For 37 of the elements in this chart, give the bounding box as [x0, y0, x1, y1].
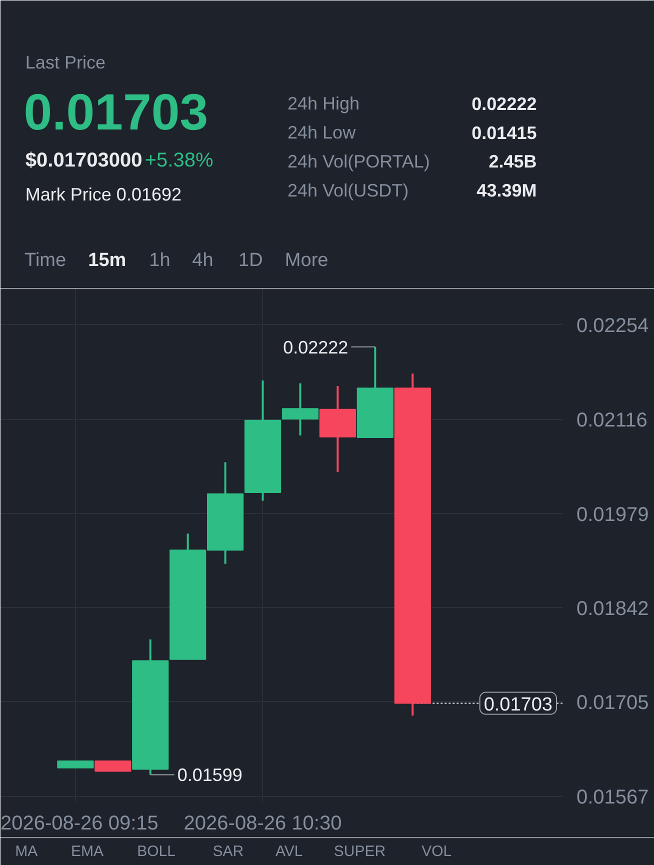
text: 1h [149, 250, 170, 271]
text: EMA [70, 843, 104, 860]
text: 24h Low [288, 122, 357, 142]
text: +5.38% [144, 150, 214, 172]
y-tick-label: 0.02116 [576, 410, 648, 432]
text: 43.39M [476, 180, 537, 200]
text: BOLL [137, 843, 176, 860]
annotation: 0.01599 [177, 765, 242, 786]
y-tick-label: 0.01567 [576, 786, 649, 809]
y-tick-label: 0.01979 [576, 504, 649, 526]
text: MA [15, 843, 38, 860]
y-tick-label: 0.02254 [576, 314, 649, 337]
text: 24h Vol(PORTAL) [288, 152, 430, 172]
text: 15m [88, 250, 126, 271]
text: 0.02222 [472, 94, 537, 114]
text: SAR [212, 843, 244, 860]
x-tick-label: 2026-08-26 09:15 [0, 812, 158, 834]
y-tick-label: 0.01842 [576, 598, 649, 620]
text: Last Price [25, 52, 106, 72]
text: 24h Vol(USDT) [288, 180, 409, 200]
text: 0.01415 [472, 123, 537, 143]
y-tick-label: 0.01705 [576, 692, 649, 714]
text: Time [24, 250, 66, 271]
text: Mark Price 0.01692 [25, 184, 182, 204]
x-tick-label: 2026-08-26 10:30 [184, 812, 342, 834]
text: 24h High [288, 94, 360, 114]
ref-line-label: 0.01703 [484, 694, 553, 716]
text: VOL [422, 843, 452, 860]
text: 0.01703 [24, 84, 208, 140]
text: $0.01703000 [25, 150, 142, 172]
text: More [284, 250, 328, 271]
text: 2.45B [488, 152, 537, 172]
text: AVL [275, 843, 303, 860]
annotation: 0.02222 [283, 337, 348, 358]
text: SUPER [334, 843, 386, 860]
text: 4h [192, 250, 214, 271]
text: 1D [238, 250, 263, 271]
